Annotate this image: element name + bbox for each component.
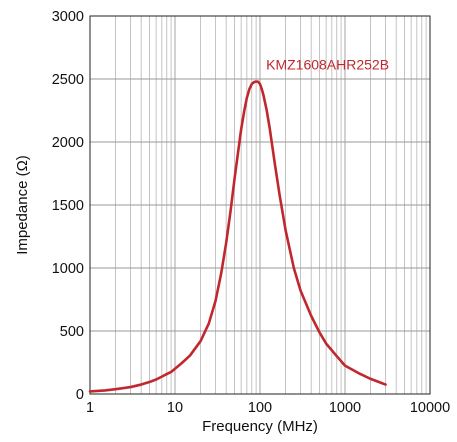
x-tick-label: 100	[248, 400, 272, 416]
tick-labels: 1 10 100 1000 10000 0 500 1000 1500 2000 2500 3000	[52, 9, 450, 416]
grid	[90, 16, 430, 394]
y-tick-label: 2500	[52, 72, 84, 88]
series-line	[88, 80, 387, 393]
series-label: KMZ1608AHR252B	[266, 57, 389, 73]
y-tick-label: 0	[76, 387, 84, 403]
x-tick-label: 1000	[329, 400, 361, 416]
y-tick-label: 500	[60, 324, 84, 340]
y-tick-label: 3000	[52, 9, 84, 25]
plot-frame	[89, 15, 431, 395]
series-layer: KMZ1608AHR252B	[88, 57, 389, 393]
x-tick-label: 10000	[410, 400, 450, 416]
x-tick-label: 1	[86, 400, 94, 416]
x-axis-title: Frequency (MHz)	[202, 418, 318, 435]
y-tick-label: 2000	[52, 135, 84, 151]
y-axis-title: Impedance (Ω)	[14, 155, 31, 255]
y-tick-label: 1000	[52, 261, 84, 277]
y-tick-label: 1500	[52, 198, 84, 214]
x-tick-label: 10	[167, 400, 183, 416]
